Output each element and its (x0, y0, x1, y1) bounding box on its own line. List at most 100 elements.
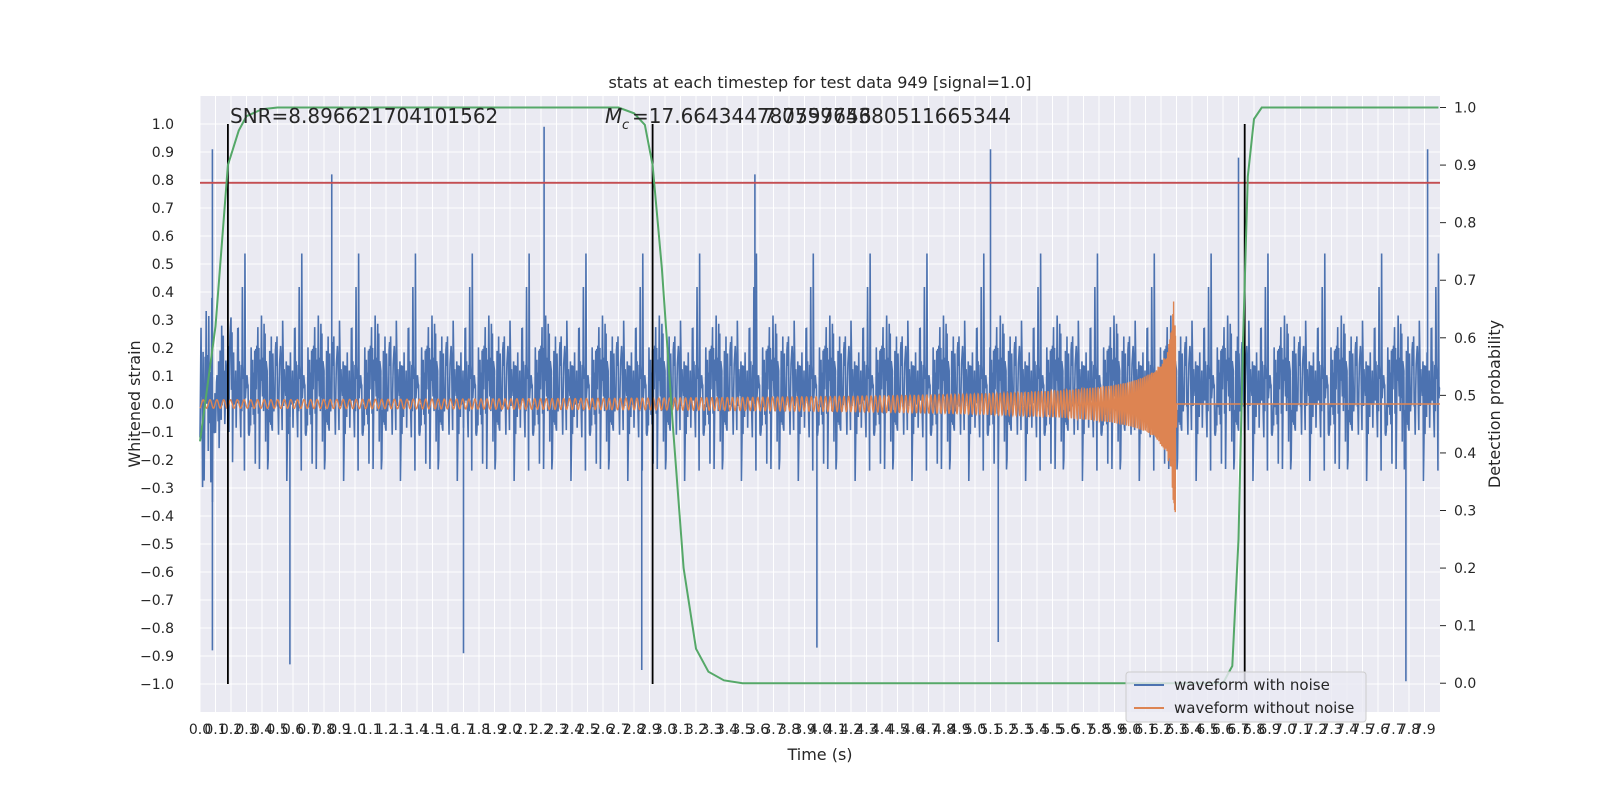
legend: waveform with noise waveform without noi… (1125, 671, 1367, 723)
x-tick-label: 2.2 (530, 722, 552, 738)
x-tick-label: 6.3 (1165, 722, 1187, 738)
y-tick-label: −0.7 (140, 593, 174, 609)
x-tick-label: 2.0 (499, 722, 521, 738)
y-tick-label: −0.4 (140, 509, 174, 525)
x-tick-labels: 0.00.10.20.30.40.50.60.70.80.91.01.11.21… (189, 722, 1436, 738)
x-tick-label: 0.4 (251, 722, 273, 738)
y-tick-label: −0.3 (140, 481, 174, 497)
y-tick-label: 0.2 (152, 341, 174, 357)
x-tick-label: 1.3 (390, 722, 412, 738)
y2-tick-label: 0.6 (1454, 331, 1476, 347)
x-tick-label: 1.5 (421, 722, 443, 738)
y-tick-label: −0.9 (140, 649, 174, 665)
x-tick-label: 0.8 (313, 722, 335, 738)
y-tick-label: 0.4 (152, 285, 174, 301)
x-tick-label: 6.6 (1212, 722, 1234, 738)
clean-waveform-line (199, 301, 1440, 513)
x-tick-label: 6.2 (1150, 722, 1172, 738)
y-tick-label: 0.3 (152, 313, 174, 329)
x-tick-label: 4.5 (886, 722, 908, 738)
legend-label-noise: waveform with noise (1174, 676, 1330, 694)
x-axis-label: Time (s) (786, 745, 852, 764)
x-tick-label: 5.7 (1072, 722, 1094, 738)
y2-tick-label: 1.0 (1454, 101, 1476, 117)
x-tick-label: 1.2 (375, 722, 397, 738)
x-tick-label: 3.3 (700, 722, 722, 738)
y2-tick-label: 0.2 (1454, 561, 1476, 577)
x-tick-label: 2.6 (592, 722, 614, 738)
x-tick-label: 7.4 (1336, 722, 1358, 738)
x-tick-label: 4.9 (948, 722, 970, 738)
x-tick-label: 3.5 (731, 722, 753, 738)
y-tick-label: 0.7 (152, 201, 174, 217)
mc-symbol: M (605, 104, 622, 128)
x-tick-label: 1.1 (359, 722, 381, 738)
y-tick-label: −0.2 (140, 453, 174, 469)
x-tick-label: 4.4 (871, 722, 893, 738)
y-tick-labels: 1.0 0.9 0.8 0.7 0.6 0.5 0.4 0.3 0.2 0.1 0.0 −0.1 −0.… (140, 117, 174, 693)
x-tick-label: 5.4 (1026, 722, 1048, 738)
x-tick-label: 1.9 (483, 722, 505, 738)
x-tick-label: 7.1 (1289, 722, 1311, 738)
x-tick-label: 4.7 (917, 722, 939, 738)
vertical-markers (200, 124, 1440, 684)
x-tick-label: 2.4 (561, 722, 583, 738)
x-tick-label: 1.6 (437, 722, 459, 738)
legend-label-clean: waveform without noise (1174, 699, 1354, 717)
y2-tick-label: 0.4 (1454, 446, 1476, 462)
y-tick-label: 0.9 (152, 145, 174, 161)
y-tick-label: 0.1 (152, 369, 174, 385)
detection-probability-series (199, 106, 1439, 685)
y-tick-label: −0.6 (140, 565, 174, 581)
clean-waveform-series (199, 301, 1440, 513)
x-tick-label: 7.8 (1398, 722, 1420, 738)
y2-tick-label: 0.7 (1454, 273, 1476, 289)
x-tick-label: 0.6 (282, 722, 304, 738)
x-tick-label: 7.5 (1351, 722, 1373, 738)
x-tick-label: 6.8 (1243, 722, 1265, 738)
mc-subscript: c (622, 118, 629, 133)
x-tick-label: 3.7 (762, 722, 784, 738)
x-tick-label: 6.5 (1196, 722, 1218, 738)
x-tick-label: 6.9 (1258, 722, 1280, 738)
x-tick-label: 7.7 (1382, 722, 1404, 738)
x-tick-label: 0.9 (328, 722, 350, 738)
y-axis-label: Whitened strain (125, 340, 144, 467)
x-tick-label: 4.1 (824, 722, 846, 738)
y-tick-label: 0.8 (152, 173, 174, 189)
x-tick-label: 5.9 (1103, 722, 1125, 738)
x-tick-label: 7.2 (1305, 722, 1327, 738)
x-tick-label: 5.1 (979, 722, 1001, 738)
x-tick-label: 4.0 (809, 722, 831, 738)
x-tick-label: 2.9 (638, 722, 660, 738)
x-tick-label: 2.8 (623, 722, 645, 738)
x-tick-label: 7.9 (1413, 722, 1435, 738)
y2-tick-label: 0.8 (1454, 216, 1476, 232)
x-tick-label: 3.4 (716, 722, 738, 738)
x-tick-label: 7.6 (1367, 722, 1389, 738)
x-tick-label: 2.5 (576, 722, 598, 738)
x-tick-label: 5.0 (964, 722, 986, 738)
snr-annotation: SNR=8.896621704101562 (230, 104, 498, 128)
x-tick-label: 3.2 (685, 722, 707, 738)
mc-annotation: =17.664344787597656 (632, 104, 871, 128)
y-tick-label: 0.6 (152, 229, 174, 245)
x-tick-label: 0.0 (189, 722, 211, 738)
x-tick-label: 3.1 (669, 722, 691, 738)
x-tick-label: 5.6 (1057, 722, 1079, 738)
y-tick-label: −0.1 (140, 425, 174, 441)
y-tick-label: −0.8 (140, 621, 174, 637)
y-tick-label: −0.5 (140, 537, 174, 553)
x-tick-label: 6.0 (1119, 722, 1141, 738)
x-tick-label: 3.0 (654, 722, 676, 738)
y2-tick-label: 0.1 (1454, 619, 1476, 635)
x-tick-label: 0.3 (235, 722, 257, 738)
x-tick-label: 3.9 (793, 722, 815, 738)
y2-tick-label: 0.0 (1454, 676, 1476, 692)
x-tick-label: 4.6 (902, 722, 924, 738)
chart-title: stats at each timestep for test data 949… (608, 73, 1031, 92)
x-tick-label: 0.2 (220, 722, 242, 738)
x-tick-label: 0.7 (297, 722, 319, 738)
y2-tick-label: 0.3 (1454, 504, 1476, 520)
